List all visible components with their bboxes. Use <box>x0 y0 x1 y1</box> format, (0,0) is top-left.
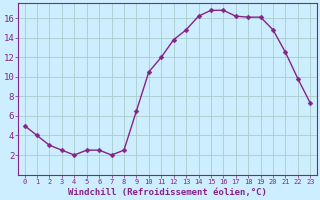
X-axis label: Windchill (Refroidissement éolien,°C): Windchill (Refroidissement éolien,°C) <box>68 188 267 197</box>
